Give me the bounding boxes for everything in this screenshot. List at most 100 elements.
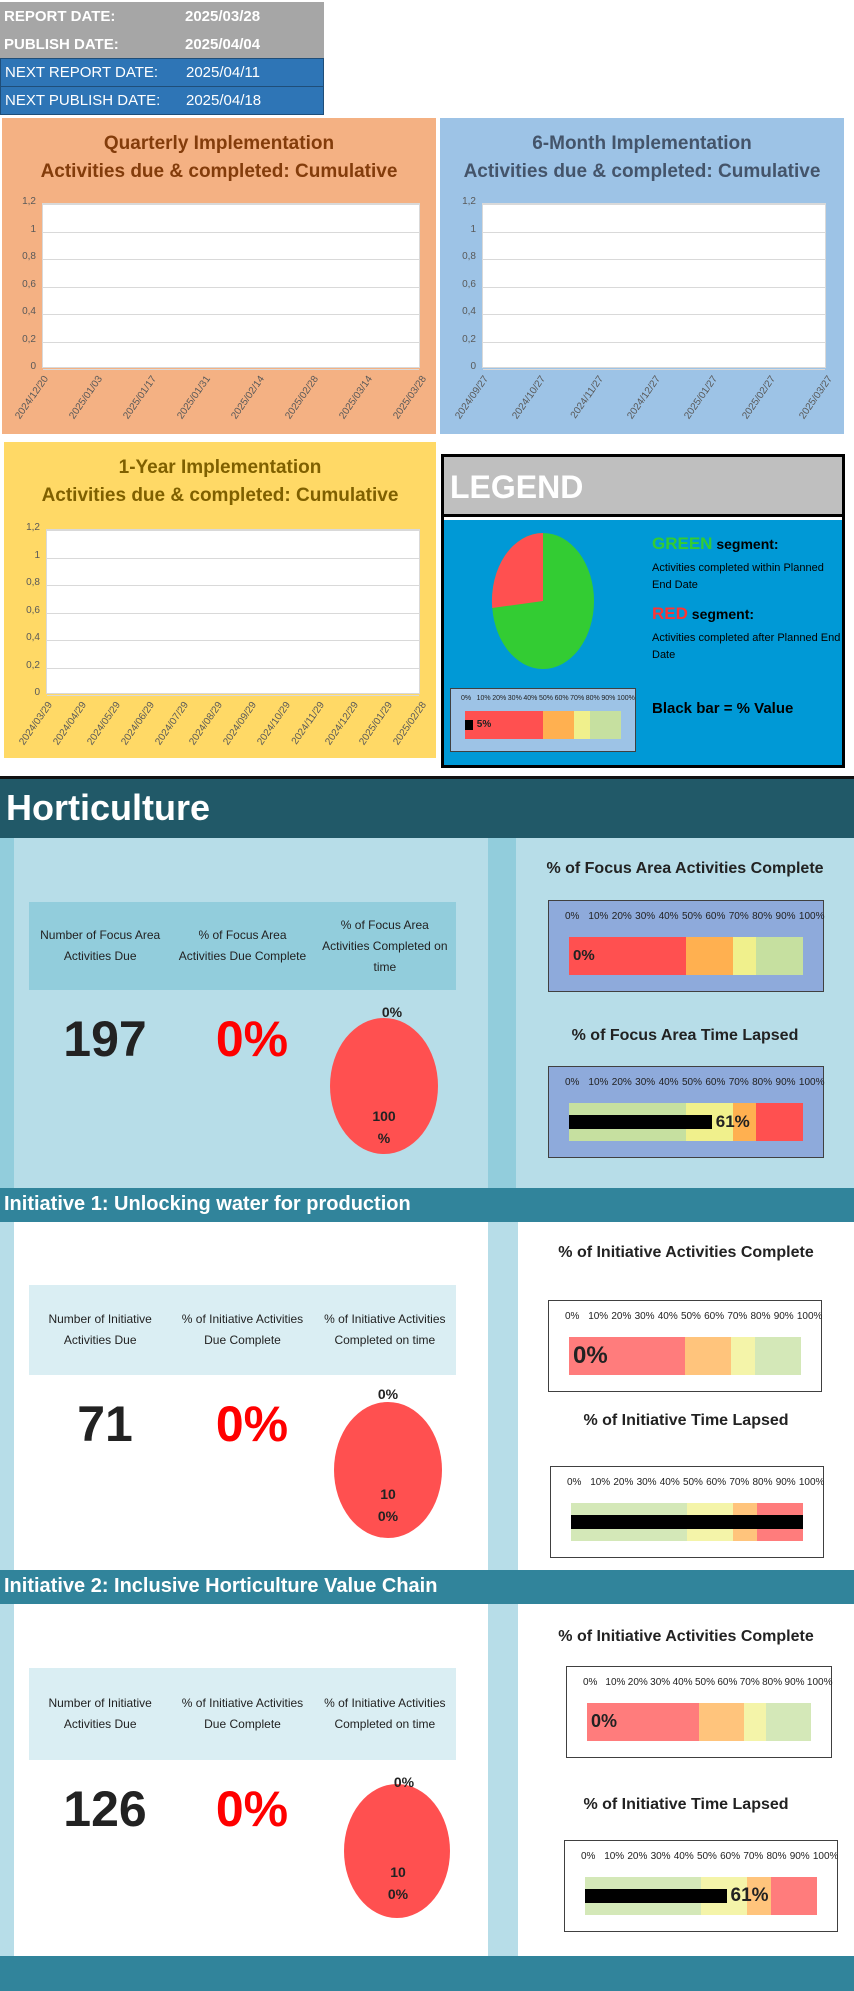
y-tick-label: 1 [30,223,36,235]
gauge-scale-tick: 90% [601,695,616,702]
legend-title: LEGEND [444,457,842,517]
initiative-1-pie-bottom-label-2: 0% [377,1508,399,1524]
next-report-row: NEXT REPORT DATE: 2025/04/11 [0,58,324,87]
gauge-scale-tick: 70% [729,1477,750,1488]
legend-pie-icon [491,532,594,669]
gauge-segment [465,711,543,739]
legend-box: LEGEND GREEN segment: Activities complet… [441,454,845,768]
gridline [47,530,419,531]
gauge-scale-tick: 0% [565,911,580,922]
gauge-scale-tick: 60% [720,1851,741,1862]
initiative-2-time-gauge-title: % of Initiative Time Lapsed [583,1796,789,1813]
focus-pie-bottom-label-1: 100 [372,1108,396,1124]
y-tick-label: 0 [470,361,476,372]
gauge-scale-tick: 20% [627,1677,648,1688]
x-tick-label: 2025/02/28 [283,374,322,422]
gauge-scale-tick: 80% [752,1077,773,1088]
y-tick-label: 1 [34,549,40,561]
next-report-value: 2025/04/11 [186,64,260,81]
quarterly-title: Quarterly Implementation [103,133,335,154]
gauge-scale-tick: 90% [784,1677,805,1688]
gauge-segment [754,1337,801,1375]
gauge-scale-tick: 80% [752,911,773,922]
gauge-scale-tick: 40% [523,695,538,702]
gauge-black-bar [571,1515,803,1529]
one-year-chart-panel: 1-Year Implementation Activities due & c… [4,442,436,758]
gauge-scale-tick: 30% [634,1311,655,1322]
y-tick-label: 1 [470,223,476,235]
gridline [43,259,419,260]
gauge-scale-tick: 90% [789,1851,810,1862]
gauge-scale: 0% 10% 20% 30% 40% 50% 60% 70% 80% 90% 100% [565,1077,825,1088]
focus-header-bar: Horticulture [0,776,854,838]
y-tick-label: 0,8 [22,251,36,262]
y-tick-label: 1,2 [462,196,476,207]
gauge-scale-tick: 0% [565,1077,580,1088]
gauge-scale-tick: 0% [565,1311,580,1322]
focus-kpi-header: Number of Focus Area Activities Due % of… [29,902,456,990]
one-year-plot-area [46,529,420,696]
legend-red-heading: RED segment: [652,604,754,624]
initiative-1-complete-header: % of Initiative Activities Due Complete [181,1312,304,1347]
gauge-scale-tick: 50% [682,1477,703,1488]
quarterly-chart-panel: Quarterly Implementation Activities due … [2,118,436,434]
gauge-black-bar [585,1889,727,1903]
gridline [483,259,825,260]
initiative-1-header: Initiative 1: Unlocking water for produc… [0,1188,854,1222]
gauge-scale-tick: 60% [705,1077,726,1088]
gridline [43,369,419,370]
initiative-1-time-gauge: 0% 10% 20% 30% 40% 50% 60% 70% 80% 90% 100% [550,1466,824,1558]
gauge-scale-tick: 80% [762,1677,783,1688]
focus-due-header: Number of Focus Area Activities Due [40,928,161,963]
gauge-scale-tick: 100% [812,1851,839,1862]
gridline [47,640,419,641]
gauge-scale-tick: 70% [743,1851,764,1862]
gauge-scale-tick: 80% [750,1311,771,1322]
legend-red-word: RED [652,604,688,623]
gauge-scale-tick: 0% [583,1677,598,1688]
gauge-scale: 0% 10% 20% 30% 40% 50% 60% 70% 80% 90% 100% [461,695,635,702]
report-date-value: 2025/03/28 [185,8,261,25]
gridline [47,585,419,586]
gauge-scale-tick: 100% [798,1077,825,1088]
gauge-scale-tick: 60% [705,911,726,922]
gauge-segment [589,711,621,739]
initiative-2-complete-gauge: 0% 10% 20% 30% 40% 50% 60% 70% 80% 90% 100% 0% [566,1666,832,1758]
gauge-scale-tick: 20% [492,695,507,702]
gauge-scale-tick: 10% [588,1077,609,1088]
gauge-scale-tick: 20% [627,1851,648,1862]
gridline [43,314,419,315]
y-tick-label: 0,6 [462,278,476,290]
legend-red-desc: Activities completed after Planned End D… [652,632,841,661]
gauge-scale: 0% 10% 20% 30% 40% 50% 60% 70% 80% 90% 100% [565,1311,822,1322]
gauge-scale-tick: 50% [681,1077,702,1088]
gauge-scale-tick: 80% [585,695,600,702]
legend-green-word: GREEN [652,534,713,553]
one-year-subtitle: Activities due & completed: Cumulative [41,485,399,506]
gauge-segment [699,1703,744,1741]
publish-date-row: PUBLISH DATE: 2025/04/04 [0,30,324,59]
gridline [483,231,825,233]
gauge-scale-tick: 20% [613,1477,634,1488]
next-publish-value: 2025/04/18 [186,92,262,109]
x-tick-label: 2024/12/27 [625,374,664,422]
x-tick-label: 2024/09/27 [453,374,492,422]
initiative-2-pie-bottom-label-2: 0% [387,1886,409,1902]
focus-due-value: 197 [63,1011,147,1067]
quarterly-plot-area [42,203,420,370]
focus-ontime-pie [330,1018,438,1154]
x-tick-label: 2025/02/27 [739,374,778,422]
gauge-segment [756,1103,803,1141]
y-tick-label: 0,4 [22,306,36,317]
six-month-subtitle: Activities due & completed: Cumulative [463,161,821,182]
initiative-2-time-gauge: 0% 10% 20% 30% 40% 50% 60% 70% 80% 90% 100% 61% [564,1840,838,1932]
gauge-track [569,1337,801,1375]
legend-green-heading: GREEN segment: [652,534,779,554]
gauge-scale-tick: 40% [659,1477,680,1488]
gauge-scale-tick: 10% [590,1477,611,1488]
gauge-segment [569,937,686,975]
gauge-scale-tick: 30% [636,1477,657,1488]
gauge-scale-tick: 30% [635,911,656,922]
x-tick-label: 2024/12/20 [13,374,52,422]
focus-pie-bottom-label-2: % [377,1130,391,1146]
